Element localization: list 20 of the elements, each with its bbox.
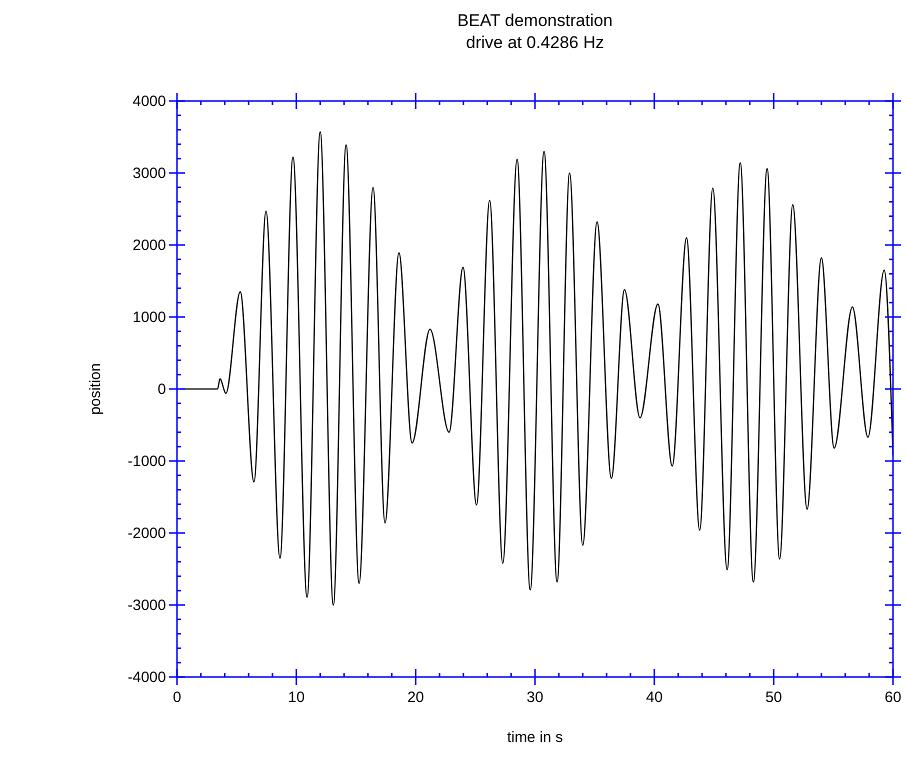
x-tick-label: 0 — [172, 689, 182, 706]
x-tick-label: 20 — [407, 689, 424, 706]
x-tick-label: 30 — [526, 689, 544, 706]
chart-title: BEAT demonstration — [457, 11, 613, 30]
y-tick-label: 4000 — [132, 93, 166, 110]
x-tick-label: 10 — [288, 689, 305, 706]
x-tick-label: 50 — [765, 689, 782, 706]
chart-subtitle: drive at 0.4286 Hz — [466, 33, 604, 52]
y-tick-label: -2000 — [128, 525, 166, 542]
y-tick-label: 0 — [158, 381, 166, 398]
x-axis-title: time in s — [507, 729, 563, 746]
y-tick-label: -4000 — [128, 669, 166, 686]
y-tick-label: 2000 — [132, 237, 166, 254]
x-tick-label: 40 — [646, 689, 663, 706]
y-tick-label: 1000 — [132, 309, 166, 326]
y-tick-label: -3000 — [128, 597, 166, 614]
y-tick-label: 3000 — [132, 165, 166, 182]
y-axis-title: position — [87, 363, 104, 415]
y-tick-label: -1000 — [128, 453, 166, 470]
x-tick-label: 60 — [884, 689, 902, 706]
